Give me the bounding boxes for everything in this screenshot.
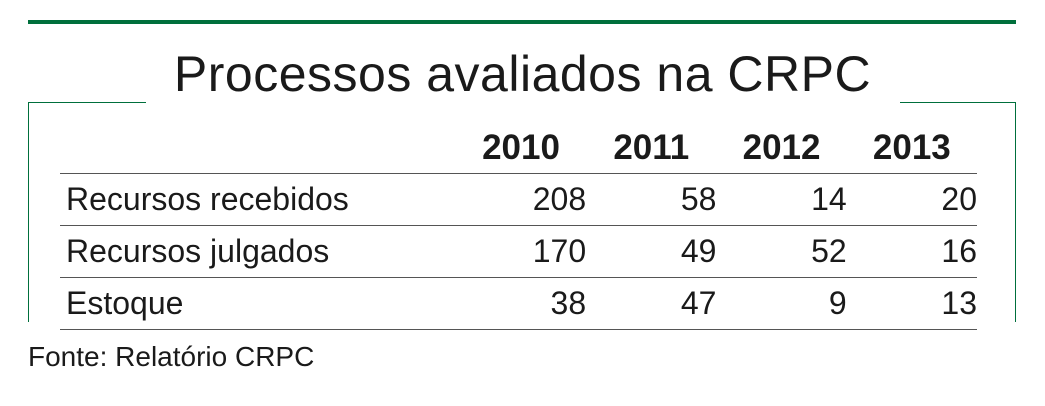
column-header: 2010 [455,122,587,174]
table-row: Recursos recebidos 208 58 14 20 [60,173,977,226]
frame-right-border [1015,102,1016,322]
table-cell: 49 [586,225,717,278]
column-header: 2011 [586,122,717,174]
table-row: Estoque 38 47 9 13 [60,277,977,330]
top-accent-rule [28,20,1016,24]
row-label: Recursos julgados [60,225,456,278]
source-note: Fonte: Relatório CRPC [28,341,315,372]
data-table: 2010 2011 2012 2013 Recursos recebidos 2… [60,122,977,330]
row-label: Estoque [60,277,456,330]
header-corner [60,122,456,174]
row-label: Recursos recebidos [60,173,456,226]
table-cell: 9 [716,277,847,330]
table-cell: 16 [846,225,977,278]
table-cell: 170 [455,225,587,278]
frame-left-border [28,102,29,322]
frame-top-right-border [900,102,1016,103]
table-cell: 14 [716,173,847,226]
column-header: 2013 [846,122,977,174]
column-header: 2012 [716,122,847,174]
table-cell: 208 [455,173,587,226]
table-cell: 52 [716,225,847,278]
table-cell: 47 [586,277,717,330]
table-row: Recursos julgados 170 49 52 16 [60,225,977,278]
chart-title: Processos avaliados na CRPC [173,46,872,102]
header-row: 2010 2011 2012 2013 [60,122,977,174]
table-cell: 20 [846,173,977,226]
table-cell: 38 [455,277,587,330]
table-cell: 58 [586,173,717,226]
table-cell: 13 [846,277,977,330]
frame-top-left-border [28,102,146,103]
